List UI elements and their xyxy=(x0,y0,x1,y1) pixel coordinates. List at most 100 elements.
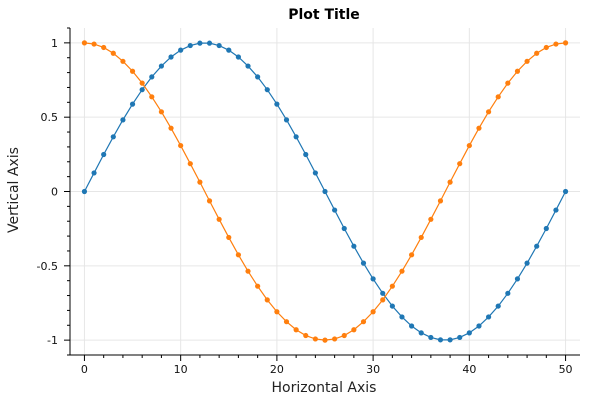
series-1-point xyxy=(129,101,136,107)
series-1-point xyxy=(274,101,280,107)
series-2-point xyxy=(264,297,270,303)
series-1-point xyxy=(437,337,444,343)
series-1-point xyxy=(341,225,347,232)
series-1-point xyxy=(187,42,193,49)
series-1-point xyxy=(91,170,97,176)
series-1-point xyxy=(562,188,569,195)
series-1-point xyxy=(524,260,530,266)
series-2-point xyxy=(447,179,453,185)
series-2-point xyxy=(235,252,241,258)
series-2-point xyxy=(534,50,540,56)
series-1-point xyxy=(255,74,261,80)
series-1-point xyxy=(120,117,126,123)
series-1-point xyxy=(389,303,395,309)
series-2-point xyxy=(360,319,367,325)
series-1-point xyxy=(370,276,376,282)
y-tick-label: -1 xyxy=(47,334,58,347)
series-2-point xyxy=(524,58,530,64)
series-1-point xyxy=(466,330,472,336)
series-2-point xyxy=(495,94,501,100)
series-2-point xyxy=(380,297,386,303)
series-1-point xyxy=(351,243,357,249)
series-1-point xyxy=(476,323,482,329)
series-1-point xyxy=(283,117,290,123)
series-2-point xyxy=(255,283,261,289)
series-2-point xyxy=(428,216,434,222)
series-2-point xyxy=(303,332,309,339)
series-1-point xyxy=(332,207,338,213)
series-2-point xyxy=(389,283,395,289)
series-1-point xyxy=(197,40,203,46)
series-1-point xyxy=(360,260,367,266)
series-1-point xyxy=(216,42,222,49)
series-1-point xyxy=(505,290,511,296)
series-layer xyxy=(81,40,569,343)
series-1-point xyxy=(101,151,107,158)
series-2-point xyxy=(485,109,492,115)
series-2-point xyxy=(110,50,116,56)
series-1-point xyxy=(418,330,424,336)
series-1-point xyxy=(158,63,165,69)
series-1-point xyxy=(514,276,521,282)
series-2-point xyxy=(351,327,357,333)
series-2-point xyxy=(505,80,511,86)
series-1-point xyxy=(168,54,174,60)
series-1-point xyxy=(245,63,251,69)
series-2-point xyxy=(332,336,338,342)
series-1-point xyxy=(178,47,184,53)
series-2-point xyxy=(466,142,472,149)
x-tick-label: 20 xyxy=(270,363,284,376)
series-2-point xyxy=(274,309,280,315)
series-1-point xyxy=(409,323,415,329)
series-1-point xyxy=(553,207,559,213)
series-1-point xyxy=(226,47,232,53)
series-2-point xyxy=(226,234,232,241)
series-2-point xyxy=(341,332,347,339)
series-1-point xyxy=(322,188,328,195)
series-2-point xyxy=(120,58,126,64)
series-2-point xyxy=(293,327,299,333)
series-2-point xyxy=(457,161,463,167)
series-2-point xyxy=(206,198,213,204)
series-2-point xyxy=(476,125,482,131)
y-tick-label: 0 xyxy=(51,186,58,199)
series-1-point xyxy=(293,134,299,140)
y-tick-label: 0.5 xyxy=(41,111,59,124)
series-1-point xyxy=(235,54,241,60)
series-2-point xyxy=(322,337,328,343)
x-tick-label: 40 xyxy=(462,363,476,376)
series-1-point xyxy=(380,290,386,296)
series-1-point xyxy=(110,134,116,140)
series-1-point xyxy=(206,40,213,46)
series-1-point xyxy=(149,74,155,80)
series-2-point xyxy=(514,68,521,74)
series-2-point xyxy=(409,252,415,258)
series-1-point xyxy=(139,87,145,93)
series-1-point xyxy=(264,87,270,93)
series-1-point xyxy=(303,151,309,158)
series-2-point xyxy=(543,44,549,51)
x-tick-label: 50 xyxy=(559,363,573,376)
x-tick-label: 0 xyxy=(81,363,88,376)
series-2-point xyxy=(418,234,424,241)
series-1-point xyxy=(399,314,405,320)
series-1-point xyxy=(495,303,501,309)
series-2-point xyxy=(168,125,174,131)
series-1-point xyxy=(447,337,453,343)
series-1-point xyxy=(312,170,318,176)
x-axis-title: Horizontal Axis xyxy=(272,380,377,396)
y-tick-label: -0.5 xyxy=(37,260,58,273)
y-tick-label: 1 xyxy=(51,37,58,50)
series-2-point xyxy=(370,309,376,315)
series-1-point xyxy=(81,188,88,195)
x-tick-label: 10 xyxy=(174,363,188,376)
series-2-point xyxy=(91,41,97,47)
series-1-point xyxy=(534,243,540,249)
series-1-point xyxy=(485,314,492,320)
y-axis-title: Vertical Axis xyxy=(6,147,22,233)
series-2-point xyxy=(187,161,193,167)
series-2-point xyxy=(197,179,203,185)
series-2-point xyxy=(553,41,559,47)
ticks: 0 10 20 30 40 50 -1 -0.5 0 0.5 1 xyxy=(37,27,573,376)
